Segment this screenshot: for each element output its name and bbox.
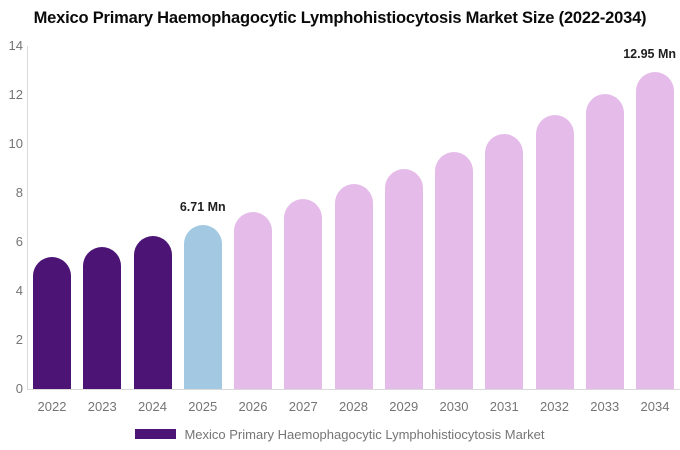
- x-axis-label-2028: 2028: [339, 399, 368, 414]
- bar-2030[interactable]: [435, 151, 473, 389]
- bar-2034[interactable]: [636, 71, 674, 389]
- y-axis-tick-label: 14: [8, 38, 23, 53]
- bar-value-annotation-2025: 6.71 Mn: [179, 199, 226, 214]
- x-axis-line: [27, 389, 680, 390]
- x-axis-label-2023: 2023: [87, 399, 117, 414]
- bar-2024[interactable]: [133, 236, 172, 389]
- bar-2023[interactable]: [83, 246, 122, 389]
- x-axis-label-2034: 2034: [640, 399, 670, 414]
- legend-label: Mexico Primary Haemophagocytic Lymphohis…: [184, 426, 545, 442]
- bar-value-annotation-2034: 12.95 Mn: [623, 46, 676, 61]
- bar-2022[interactable]: [33, 256, 71, 389]
- legend-item[interactable]: Mexico Primary Haemophagocytic Lymphohis…: [0, 426, 680, 442]
- bar-2033[interactable]: [585, 93, 624, 389]
- x-axis-label-2032: 2032: [540, 399, 569, 414]
- bar-2029[interactable]: [384, 168, 423, 389]
- x-axis-label-2027: 2027: [288, 399, 318, 414]
- bar-2027[interactable]: [284, 198, 323, 389]
- y-axis-tick-label: 0: [15, 381, 23, 396]
- y-axis-tick-label: 8: [15, 185, 23, 200]
- x-axis-label-2022: 2022: [37, 399, 67, 414]
- legend-swatch: [135, 429, 177, 439]
- bar-2026[interactable]: [234, 212, 272, 389]
- bar-2032[interactable]: [535, 114, 574, 389]
- x-axis-label-2033: 2033: [590, 399, 620, 414]
- y-axis-tick-label: 6: [15, 234, 23, 249]
- x-axis-label-2031: 2031: [489, 399, 519, 414]
- y-axis-line: [27, 46, 28, 389]
- x-axis-label-2030: 2030: [439, 399, 469, 414]
- bar-2028[interactable]: [334, 184, 373, 389]
- chart-title: Mexico Primary Haemophagocytic Lymphohis…: [33, 9, 647, 27]
- x-axis-label-2029: 2029: [389, 399, 419, 414]
- bar-2025[interactable]: [183, 224, 222, 389]
- y-axis-tick-label: 10: [8, 136, 23, 151]
- y-axis-tick-label: 12: [8, 87, 23, 102]
- y-axis-tick-label: 2: [15, 332, 23, 347]
- x-axis-label-2024: 2024: [138, 399, 167, 414]
- x-axis-label-2026: 2026: [238, 399, 268, 414]
- y-axis-tick-label: 4: [15, 283, 23, 298]
- x-axis-label-2025: 2025: [188, 399, 218, 414]
- bar-2031[interactable]: [485, 134, 524, 389]
